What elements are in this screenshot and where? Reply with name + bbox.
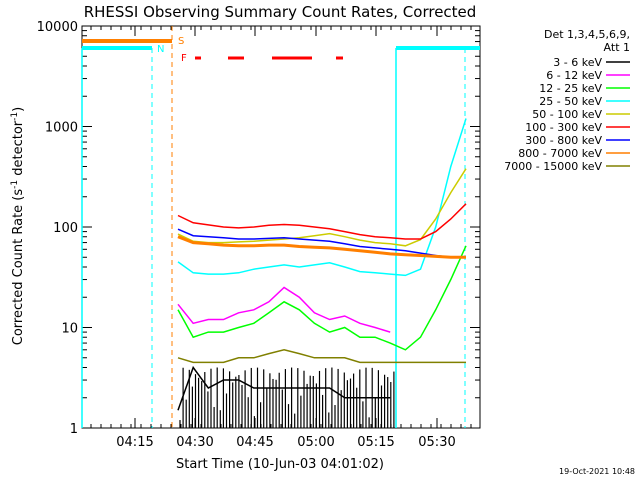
plot-area: 1 10 100 1000 10000 04:15 04:30 04:45 05:00 05:15… — [37, 20, 481, 450]
chart-title: RHESSI Observing Summary Count Rates, Co… — [84, 3, 477, 21]
y-tick-label: 100 — [53, 221, 78, 236]
y-axis-label-sup: -1 — [10, 180, 20, 189]
series-line-100to300keV — [177, 203, 467, 240]
legend-label: 100 - 300 keV — [525, 121, 602, 134]
flag-s-label: S — [178, 36, 184, 47]
y-axis-label-close: ) — [11, 107, 26, 112]
y-axis-label-main: Corrected Count Rate (s — [11, 189, 26, 346]
series-line-6to12keV — [177, 286, 391, 333]
series-line-50to100keV — [177, 168, 467, 247]
plot-frame — [81, 25, 481, 429]
x-axis-label: Start Time (10-Jun-03 04:01:02) — [176, 457, 384, 472]
legend-label: 7000 - 15000 keV — [504, 160, 602, 173]
x-tick-label: 04:45 — [236, 435, 273, 450]
legend-label: 3 - 6 keV — [553, 56, 602, 69]
y-tick-label: 1 — [70, 422, 78, 437]
series-line-7000to15000keV — [177, 349, 466, 364]
y-tick-label: 10000 — [37, 20, 78, 35]
x-tick-label: 04:30 — [176, 435, 213, 450]
legend-header-line: Att 1 — [604, 41, 630, 54]
series-line-25to50keV — [177, 118, 467, 277]
y-tick-label: 10 — [61, 322, 78, 337]
y-tick-label: 1000 — [45, 121, 78, 136]
x-tick-label: 05:15 — [357, 435, 394, 450]
legend-label: 25 - 50 keV — [539, 95, 602, 108]
legend-label: 6 - 12 keV — [546, 69, 602, 82]
flag-n-label: N — [157, 44, 164, 55]
legend-label: 300 - 800 keV — [525, 134, 602, 147]
y-axis-label-sup2: -1 — [10, 112, 20, 121]
series-line-3to6keV — [177, 365, 391, 411]
x-tick-label: 05:30 — [418, 435, 455, 450]
legend-label: 12 - 25 keV — [539, 82, 602, 95]
x-tick-label: 05:00 — [297, 435, 334, 450]
y-axis-label: Corrected Count Rate (s-1 detector-1) — [10, 107, 26, 345]
x-tick-label: 04:15 — [116, 435, 153, 450]
timestamp: 19-Oct-2021 10:48 — [559, 467, 635, 476]
flag-f-label: F — [181, 53, 187, 64]
y-axis-label-tail: detector — [11, 120, 26, 180]
series-line-800to7000keV — [177, 235, 466, 259]
legend-label: 50 - 100 keV — [532, 108, 602, 121]
series-line-300to800keV — [177, 228, 466, 259]
legend-header-line: Det 1,3,4,5,6,9, — [544, 28, 630, 41]
legend-label: 800 - 7000 keV — [518, 147, 602, 160]
series-line-12to25keV — [177, 245, 467, 351]
